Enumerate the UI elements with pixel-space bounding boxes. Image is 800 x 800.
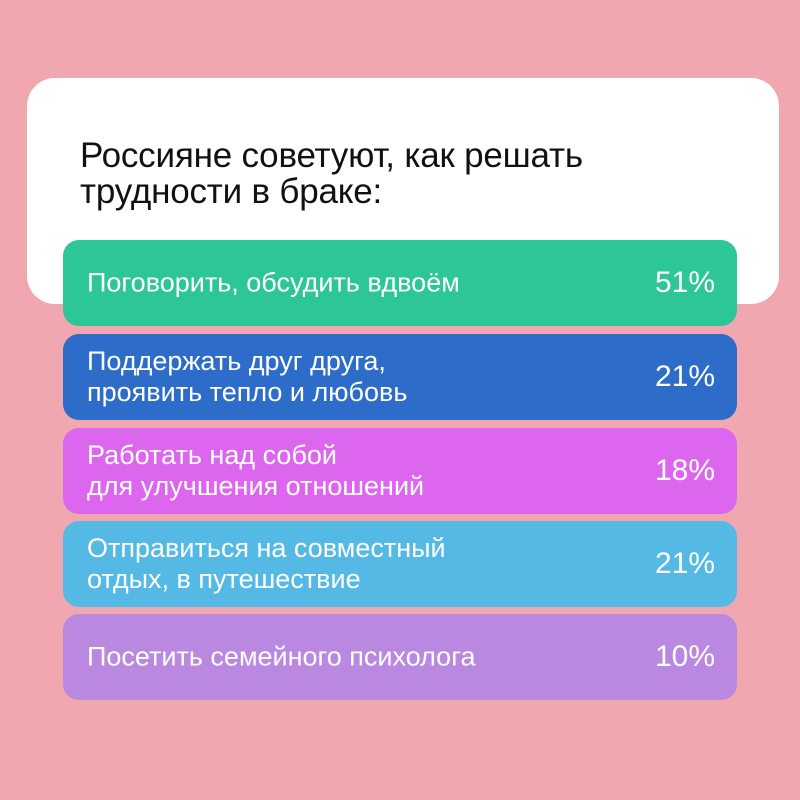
bar-label-line: Отправиться на совместный [87, 533, 446, 563]
chart-title-line-2: трудности в браке: [80, 172, 383, 211]
bar-talk: Поговорить, обсудить вдвоём 51% [63, 240, 737, 326]
bar-value: 18% [654, 454, 715, 487]
bar-value: 21% [654, 547, 715, 580]
bar-value: 21% [654, 360, 715, 393]
bar-label: Посетить семейного психолога [87, 642, 587, 673]
bar-support: Поддержать друг друга, проявить тепло и … [63, 334, 737, 420]
bar-label: Работать над собой для улучшения отношен… [87, 440, 587, 502]
bar-label: Отправиться на совместный отдых, в путеш… [87, 533, 587, 595]
bar-value: 51% [654, 266, 715, 299]
bar-vacation: Отправиться на совместный отдых, в путеш… [63, 521, 737, 607]
bar-psychologist: Посетить семейного психолога 10% [63, 614, 737, 700]
chart-title-line-1: Россияне советуют, как решать [80, 136, 583, 175]
bar-label-line: Поддержать друг друга, [87, 346, 386, 376]
bar-label-line: проявить тепло и любовь [87, 377, 408, 407]
chart-title: Россияне советуют, как решать трудности … [80, 138, 700, 210]
bar-label: Поддержать друг друга, проявить тепло и … [87, 346, 587, 408]
bar-label-line: Поговорить, обсудить вдвоём [87, 267, 460, 298]
bar-label-line: Посетить семейного психолога [87, 641, 476, 672]
bar-label-line: отдых, в путешествие [87, 564, 361, 594]
bar-label-line: для улучшения отношений [87, 471, 425, 501]
bar-label-line: Работать над собой [87, 440, 338, 470]
bar-self-work: Работать над собой для улучшения отношен… [63, 428, 737, 514]
bar-value: 10% [654, 640, 715, 673]
bar-label: Поговорить, обсудить вдвоём [87, 268, 587, 299]
